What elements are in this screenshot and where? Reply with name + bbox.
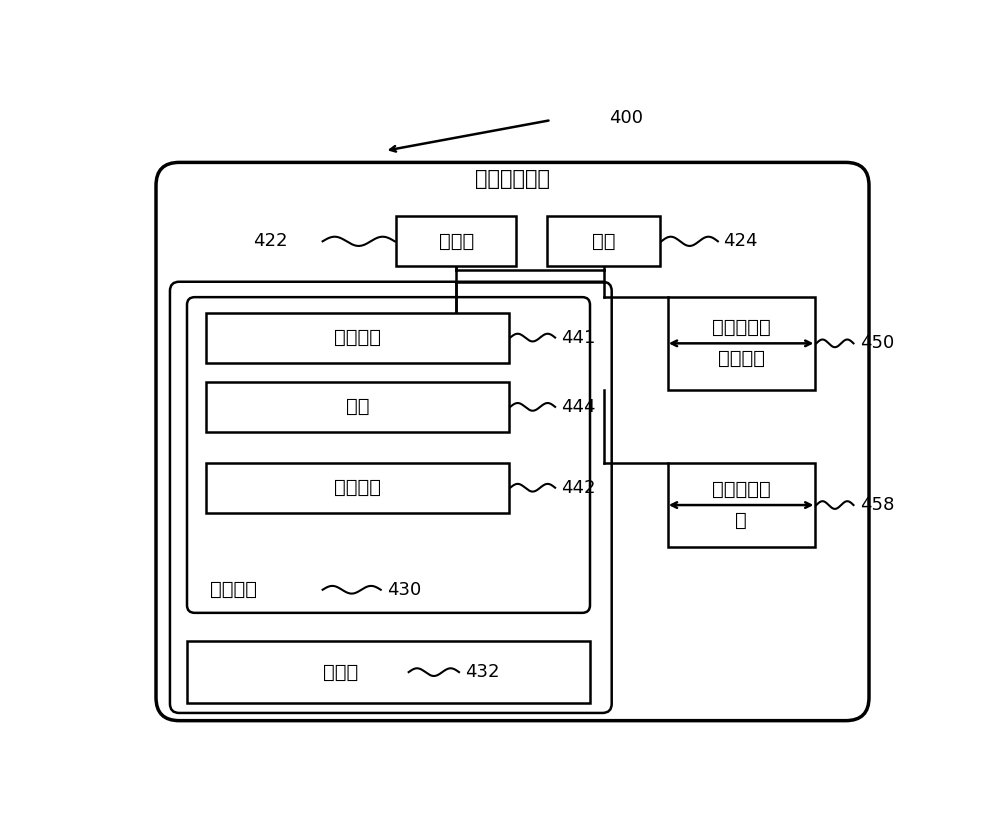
Text: 424: 424 bbox=[723, 233, 758, 250]
Text: 有线或无线
网络接口: 有线或无线 网络接口 bbox=[712, 318, 770, 369]
FancyBboxPatch shape bbox=[187, 297, 590, 613]
Text: 输入输出接
口: 输入输出接 口 bbox=[712, 480, 770, 530]
Bar bbox=[396, 216, 516, 266]
Text: 电源: 电源 bbox=[592, 232, 615, 251]
Text: 441: 441 bbox=[561, 328, 596, 347]
Text: 432: 432 bbox=[465, 663, 500, 681]
Text: 操作系统: 操作系统 bbox=[334, 328, 381, 347]
Bar bbox=[668, 463, 815, 548]
Text: 处理器: 处理器 bbox=[439, 232, 474, 251]
Bar bbox=[187, 642, 590, 703]
Text: 存储介质: 存储介质 bbox=[210, 580, 257, 599]
Text: 数据: 数据 bbox=[346, 397, 369, 417]
Text: 458: 458 bbox=[860, 496, 894, 514]
Bar bbox=[206, 463, 509, 512]
FancyBboxPatch shape bbox=[170, 281, 612, 713]
Text: 450: 450 bbox=[860, 334, 894, 352]
Text: 442: 442 bbox=[561, 479, 596, 496]
FancyBboxPatch shape bbox=[156, 162, 869, 721]
Bar bbox=[206, 382, 509, 432]
Bar bbox=[547, 216, 660, 266]
Text: 430: 430 bbox=[387, 580, 421, 599]
Text: 数据存储设备: 数据存储设备 bbox=[475, 170, 550, 189]
Text: 400: 400 bbox=[609, 108, 643, 127]
Text: 存储器: 存储器 bbox=[323, 663, 358, 681]
Bar bbox=[668, 297, 815, 390]
Text: 444: 444 bbox=[561, 398, 596, 416]
Text: 应用程序: 应用程序 bbox=[334, 478, 381, 497]
Bar bbox=[206, 312, 509, 363]
Text: 422: 422 bbox=[253, 233, 287, 250]
